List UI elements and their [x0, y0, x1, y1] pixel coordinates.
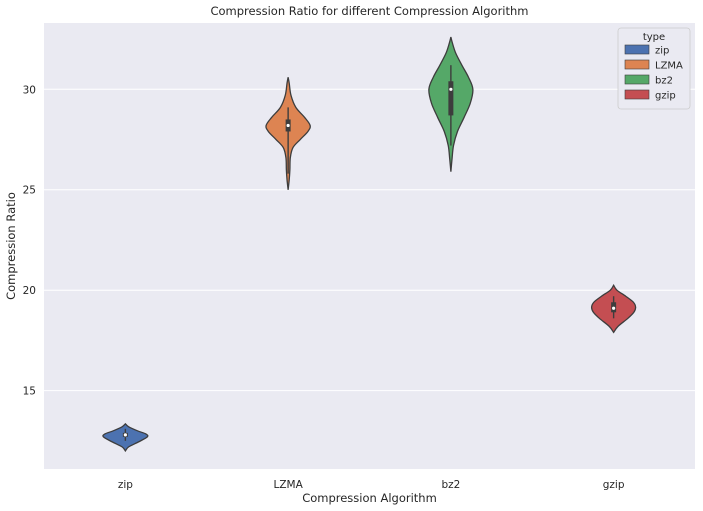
gridlines [44, 88, 695, 392]
violins [102, 36, 637, 452]
legend-swatch [624, 59, 650, 70]
legend-swatch [624, 74, 650, 85]
violin-lzma [265, 77, 311, 190]
chart-title: Compression Ratio for different Compress… [210, 4, 528, 18]
violin-median-marker [612, 306, 616, 310]
y-axis-label: Compression Ratio [4, 192, 18, 300]
y-axis-ticks: 15 20 25 30 [23, 84, 36, 397]
x-tick-label: gzip [603, 479, 625, 491]
legend-title: type [643, 32, 665, 43]
y-tick-label: 25 [23, 185, 36, 197]
violin-median-marker [123, 433, 127, 437]
x-tick-label: LZMA [273, 479, 303, 491]
violin-median-marker [449, 87, 453, 91]
legend-swatch [624, 44, 650, 55]
violin-zip [102, 422, 149, 452]
legend-label: gzip [655, 91, 676, 102]
y-tick-label: 15 [23, 386, 36, 398]
violin-bz2 [428, 36, 474, 172]
violin-iqr-box [448, 81, 454, 116]
legend-label: bz2 [655, 76, 673, 87]
violin-gzip [590, 283, 637, 334]
legend-swatch [624, 89, 650, 100]
legend-item-zip: zip [624, 44, 669, 57]
x-tick-label: bz2 [441, 479, 460, 491]
plot-area [44, 23, 695, 469]
legend-item-bz2: bz2 [624, 74, 673, 87]
violin-median-marker [286, 123, 290, 128]
legend-label: zip [655, 46, 669, 57]
legend: type zip LZMA bz2 gzip [617, 27, 691, 110]
y-tick-label: 20 [23, 285, 36, 297]
y-tick-label: 30 [23, 84, 36, 96]
x-axis-label: Compression Algorithm [302, 491, 437, 505]
x-tick-label: zip [118, 479, 133, 491]
x-axis-ticks: zip LZMA bz2 gzip [118, 479, 625, 491]
legend-label: LZMA [655, 61, 683, 72]
legend-item-gzip: gzip [624, 89, 676, 102]
legend-item-lzma: LZMA [624, 59, 683, 72]
